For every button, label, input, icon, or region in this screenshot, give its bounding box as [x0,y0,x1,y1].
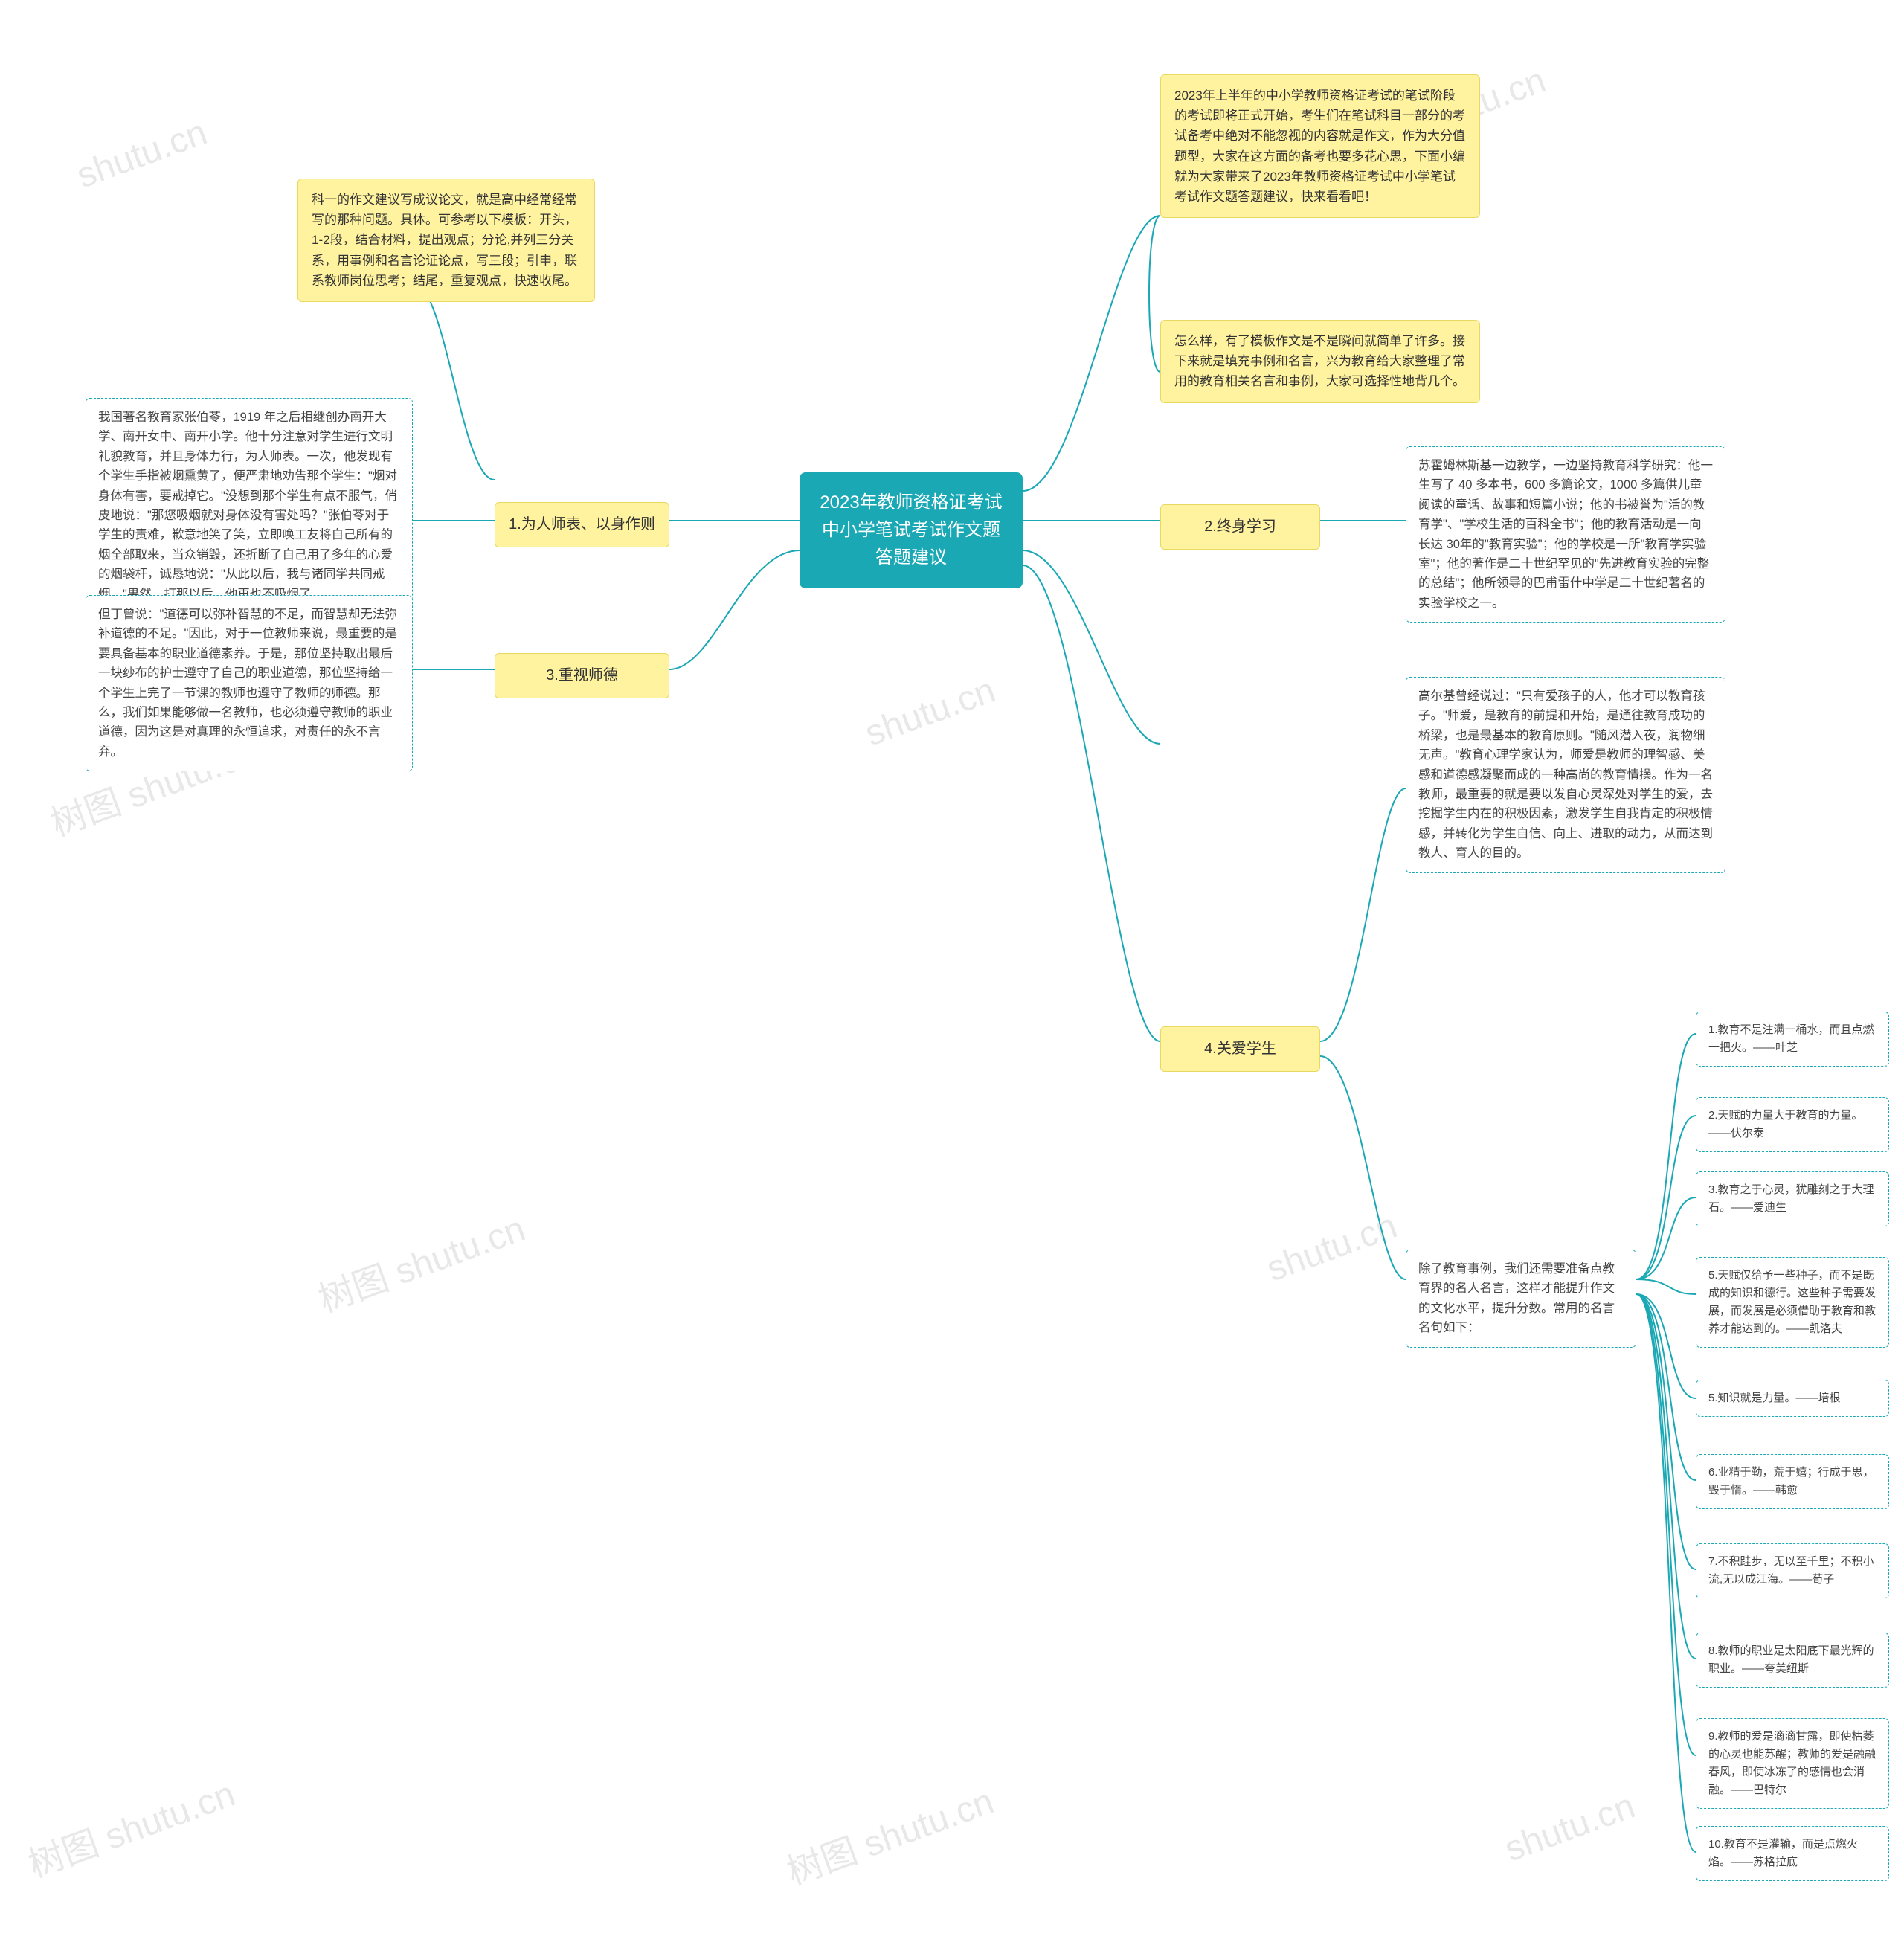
watermark: shutu.cn [860,670,1000,755]
quote-4[interactable]: 5.天赋仅给予一些种子，而不是既成的知识和德行。这些种子需要发展，而发展是必须借… [1696,1257,1889,1348]
intro-bottom[interactable]: 怎么样，有了模板作文是不是瞬间就简单了许多。接下来就是填充事例和名言，兴为教育给… [1160,320,1480,403]
mindmap-connectors [0,0,1904,1942]
quote-3[interactable]: 3.教育之于心灵，犹雕刻之于大理石。——爱迪生 [1696,1171,1889,1226]
watermark: 树图 shutu.cn [20,1764,241,1887]
watermark: shutu.cn [1499,1786,1640,1871]
watermark: 树图 shutu.cn [779,1772,1000,1894]
quote-5[interactable]: 5.知识就是力量。——培根 [1696,1380,1889,1417]
quote-1[interactable]: 1.教育不是注满一桶水，而且点燃一把火。——叶芝 [1696,1012,1889,1067]
branch-3-leaf[interactable]: 但丁曾说："道德可以弥补智慧的不足，而智慧却无法弥补道德的不足。"因此，对于一位… [86,595,413,771]
watermark: 树图 shutu.cn [310,1199,531,1322]
branch-1-leaf[interactable]: 我国著名教育家张伯苓，1919 年之后相继创办南开大学、南开女中、南开小学。他十… [86,398,413,614]
branch-1-pretext[interactable]: 科一的作文建议写成议论文，就是高中经常经常写的那种问题。具体。可参考以下模板：开… [298,179,595,302]
branch-3[interactable]: 3.重视师德 [495,653,669,698]
quote-6[interactable]: 6.业精于勤，荒于嬉；行成于思，毁于惰。——韩愈 [1696,1454,1889,1509]
quotes-intro[interactable]: 除了教育事例，我们还需要准备点教育界的名人名言，这样才能提升作文的文化水平，提升… [1406,1250,1636,1348]
branch-2-leaf[interactable]: 苏霍姆林斯基一边教学，一边坚持教育科学研究：他一生写了 40 多本书，600 多… [1406,446,1726,623]
quote-7[interactable]: 7.不积跬步，无以至千里；不积小流,无以成江海。——荀子 [1696,1543,1889,1598]
quote-8[interactable]: 8.教师的职业是太阳底下最光辉的职业。——夸美纽斯 [1696,1633,1889,1688]
watermark: shutu.cn [71,112,212,197]
quote-2[interactable]: 2.天赋的力量大于教育的力量。——伏尔泰 [1696,1097,1889,1152]
branch-1[interactable]: 1.为人师表、以身作则 [495,502,669,547]
root-node[interactable]: 2023年教师资格证考试中小学笔试考试作文题答题建议 [800,472,1023,588]
quote-10[interactable]: 10.教育不是灌输，而是点燃火焰。——苏格拉底 [1696,1826,1889,1881]
branch-2[interactable]: 2.终身学习 [1160,504,1320,550]
branch-4[interactable]: 4.关爱学生 [1160,1026,1320,1072]
branch-4-leaf[interactable]: 高尔基曾经说过："只有爱孩子的人，他才可以教育孩子。"师爱，是教育的前提和开始，… [1406,677,1726,873]
watermark: shutu.cn [1261,1206,1402,1290]
quote-9[interactable]: 9.教师的爱是滴滴甘露，即使枯萎的心灵也能苏醒；教师的爱是融融春风，即使冰冻了的… [1696,1718,1889,1809]
intro-top[interactable]: 2023年上半年的中小学教师资格证考试的笔试阶段的考试即将正式开始，考生们在笔试… [1160,74,1480,218]
